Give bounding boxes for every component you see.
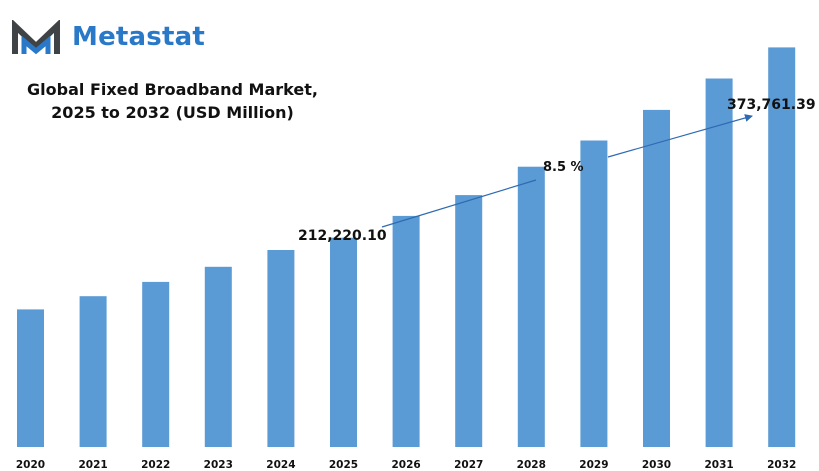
bar-2025 bbox=[330, 237, 357, 447]
x-axis-tick-labels: 2020 2021 2022 2023 2024 2025 2026 2027 2028 2029… bbox=[16, 459, 796, 471]
brand-logo: Metastat bbox=[12, 18, 222, 62]
growth-arrow-segment-2 bbox=[607, 114, 753, 158]
chart-title: Global Fixed Broadband Market, 2025 to 2… bbox=[10, 78, 335, 124]
x-tick-label-2027: 2027 bbox=[454, 459, 483, 471]
x-tick-label-2030: 2030 bbox=[642, 459, 671, 471]
bar-2031 bbox=[705, 78, 733, 447]
annotation-cagr: 8.5 % bbox=[543, 160, 584, 175]
bar-2028 bbox=[517, 166, 545, 447]
brand-name: Metastat bbox=[72, 22, 205, 52]
bar-2026 bbox=[392, 215, 420, 447]
bar-2020 bbox=[17, 309, 44, 447]
bar-2022 bbox=[142, 281, 170, 447]
x-tick-label-2031: 2031 bbox=[704, 459, 733, 471]
x-tick-label-2024: 2024 bbox=[266, 459, 295, 471]
growth-arrow-segment-1 bbox=[381, 179, 537, 228]
bar-2032 bbox=[768, 47, 796, 448]
bar-2029 bbox=[580, 140, 608, 447]
m-chevron-logo-icon bbox=[12, 20, 60, 55]
bar-2023 bbox=[204, 266, 232, 447]
bar-2021 bbox=[79, 296, 107, 447]
bar-2027 bbox=[455, 195, 483, 447]
bar-2024 bbox=[267, 250, 295, 447]
x-tick-label-2028: 2028 bbox=[517, 459, 546, 471]
x-tick-label-2023: 2023 bbox=[204, 459, 233, 471]
x-tick-label-2025: 2025 bbox=[329, 459, 358, 471]
x-tick-label-2021: 2021 bbox=[78, 459, 107, 471]
annotation-start-value: 212,220.10 bbox=[298, 228, 387, 244]
x-tick-label-2029: 2029 bbox=[579, 459, 608, 471]
bar-series bbox=[17, 47, 796, 448]
x-tick-label-2032: 2032 bbox=[767, 459, 796, 471]
chart-title-line-1: Global Fixed Broadband Market, bbox=[27, 80, 318, 99]
annotation-end-value: 373,761.39 bbox=[727, 97, 816, 113]
x-tick-label-2022: 2022 bbox=[141, 459, 170, 471]
bar-2030 bbox=[643, 109, 670, 448]
chart-title-line-2: 2025 to 2032 (USD Million) bbox=[51, 103, 294, 122]
x-tick-label-2026: 2026 bbox=[391, 459, 420, 471]
x-tick-label-2020: 2020 bbox=[16, 459, 45, 471]
